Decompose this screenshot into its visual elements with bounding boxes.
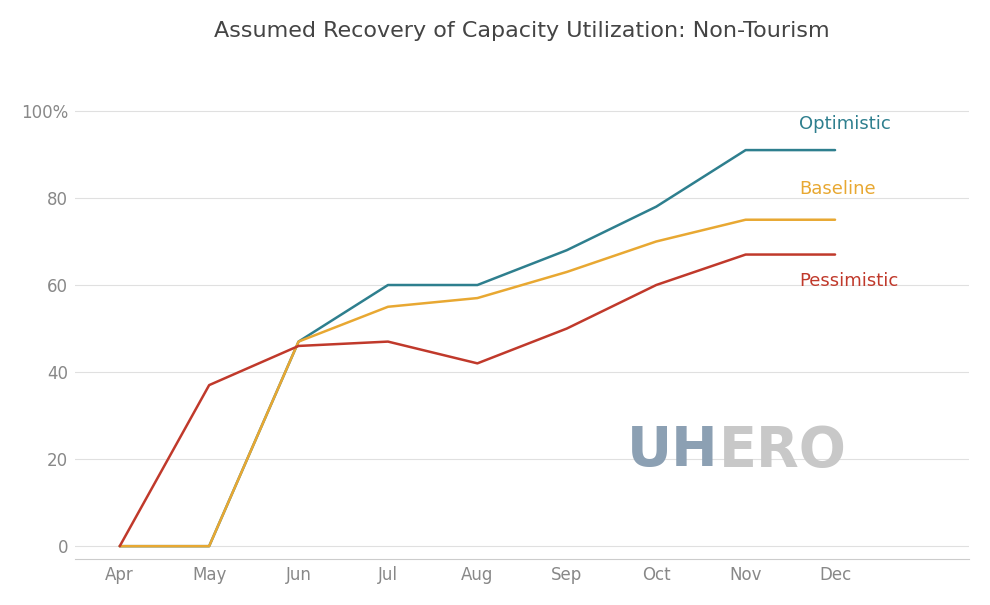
Text: ERO: ERO — [719, 424, 846, 478]
Title: Assumed Recovery of Capacity Utilization: Non-Tourism: Assumed Recovery of Capacity Utilization… — [214, 21, 830, 41]
Text: Baseline: Baseline — [799, 180, 876, 198]
Text: Optimistic: Optimistic — [799, 115, 891, 133]
Text: Pessimistic: Pessimistic — [799, 272, 899, 290]
Text: UH: UH — [628, 424, 719, 478]
